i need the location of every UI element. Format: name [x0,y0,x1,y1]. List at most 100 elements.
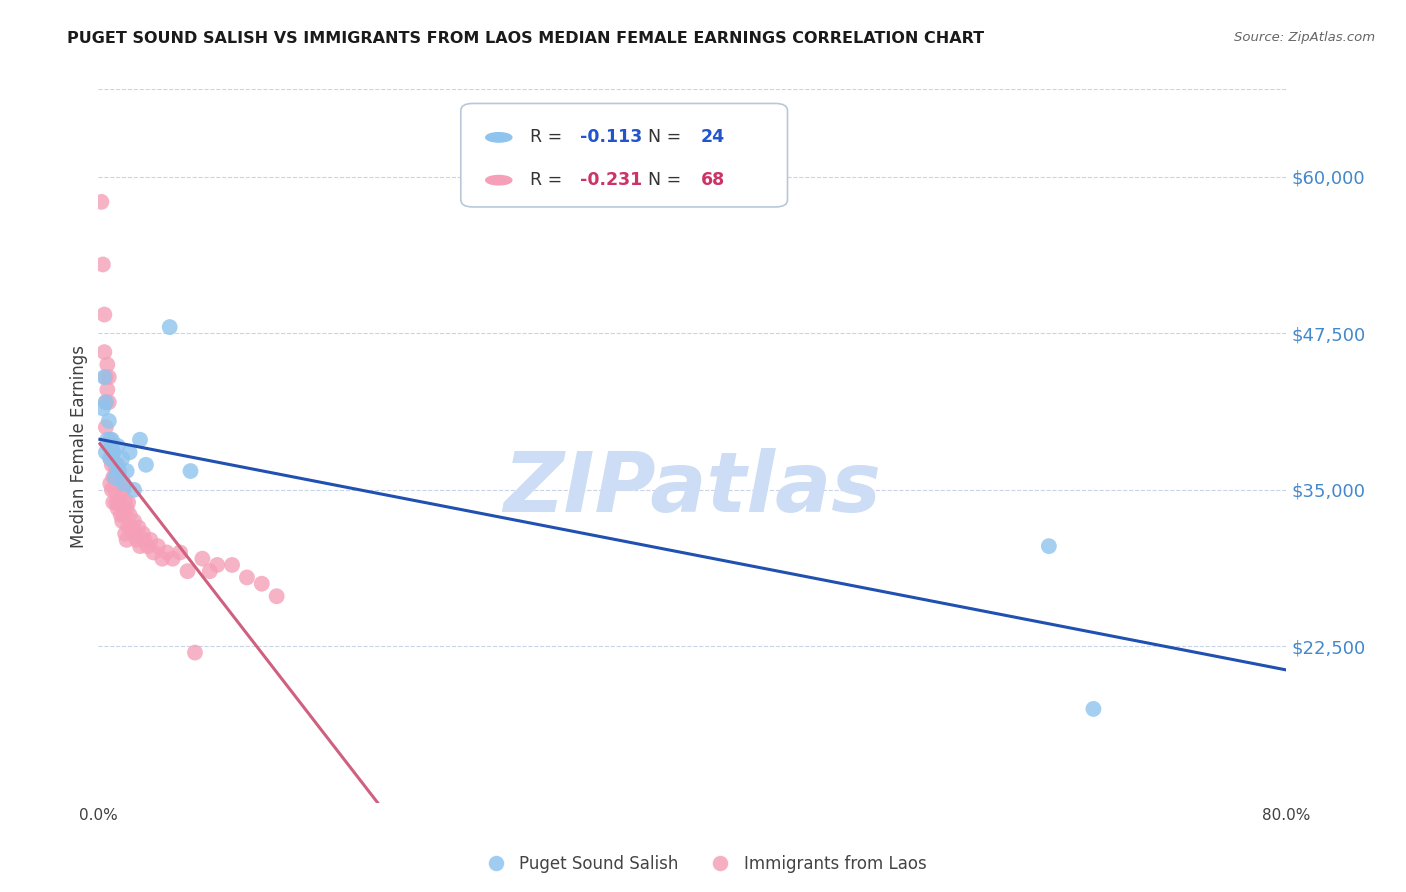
Point [142,545,165,559]
Ellipse shape [485,176,512,185]
Point [93,345,115,359]
Point [139,533,162,547]
Point [110,476,132,491]
Point [117,520,139,534]
Point [1038,539,1060,553]
Text: Source: ZipAtlas.com: Source: ZipAtlas.com [1234,31,1375,45]
Y-axis label: Median Female Earnings: Median Female Earnings [70,344,89,548]
Point [107,458,129,472]
Point [96,383,118,397]
Point [94,395,117,409]
Point [136,539,159,553]
Point [98,451,121,466]
Point [266,589,288,603]
Point [146,539,169,553]
Text: R =: R = [530,171,568,189]
Text: N =: N = [648,171,688,189]
Point [121,526,143,541]
Legend: Puget Sound Salish, Immigrants from Laos: Puget Sound Salish, Immigrants from Laos [472,848,934,880]
Point [129,433,152,447]
Point [111,514,134,528]
Point [207,558,229,572]
Point [128,520,150,534]
Point [101,433,124,447]
Point [156,545,179,559]
Point [117,495,139,509]
Point [98,433,121,447]
Ellipse shape [485,133,512,142]
Point [198,564,221,578]
Point [93,370,115,384]
Point [91,257,114,271]
Point [98,476,121,491]
Point [125,533,148,547]
Point [94,370,117,384]
Point [96,433,118,447]
Point [112,508,135,522]
Point [107,501,129,516]
Point [97,414,120,428]
Point [118,445,141,459]
Point [111,483,134,497]
Point [176,564,198,578]
Text: PUGET SOUND SALISH VS IMMIGRANTS FROM LAOS MEDIAN FEMALE EARNINGS CORRELATION CH: PUGET SOUND SALISH VS IMMIGRANTS FROM LA… [67,31,984,46]
Text: N =: N = [648,128,688,146]
Text: ZIPatlas: ZIPatlas [503,449,882,529]
Point [250,576,273,591]
Point [108,495,131,509]
Point [96,358,118,372]
Point [115,464,138,478]
Point [103,445,125,459]
Point [103,445,125,459]
Point [236,570,259,584]
Point [101,458,124,472]
Point [101,483,124,497]
Point [108,464,131,478]
Point [118,508,141,522]
Point [103,470,125,484]
Point [114,526,136,541]
Point [110,508,132,522]
Text: -0.113: -0.113 [579,128,641,146]
Point [105,458,128,472]
Point [129,539,152,553]
Point [111,451,134,466]
Point [94,445,117,459]
Point [107,476,129,491]
Point [122,483,145,497]
Point [169,545,191,559]
Point [112,483,135,497]
Point [108,470,131,484]
FancyBboxPatch shape [461,103,787,207]
Point [115,501,138,516]
Point [103,495,125,509]
Point [104,470,127,484]
Point [134,533,156,547]
Point [221,558,243,572]
Text: 24: 24 [700,128,725,146]
Point [94,420,117,434]
Point [107,439,129,453]
Point [120,520,142,534]
Point [101,439,124,453]
Text: -0.231: -0.231 [579,171,641,189]
Point [191,551,214,566]
Point [94,395,117,409]
Text: 68: 68 [700,171,725,189]
Point [159,320,181,334]
Point [179,464,201,478]
Point [115,533,138,547]
Point [104,458,127,472]
Point [97,395,120,409]
Text: R =: R = [530,128,568,146]
Point [132,526,155,541]
Point [122,514,145,528]
Point [105,464,128,478]
Point [114,495,136,509]
Point [184,646,207,660]
Point [104,483,127,497]
Point [150,551,173,566]
Point [105,495,128,509]
Point [112,476,135,491]
Point [135,458,157,472]
